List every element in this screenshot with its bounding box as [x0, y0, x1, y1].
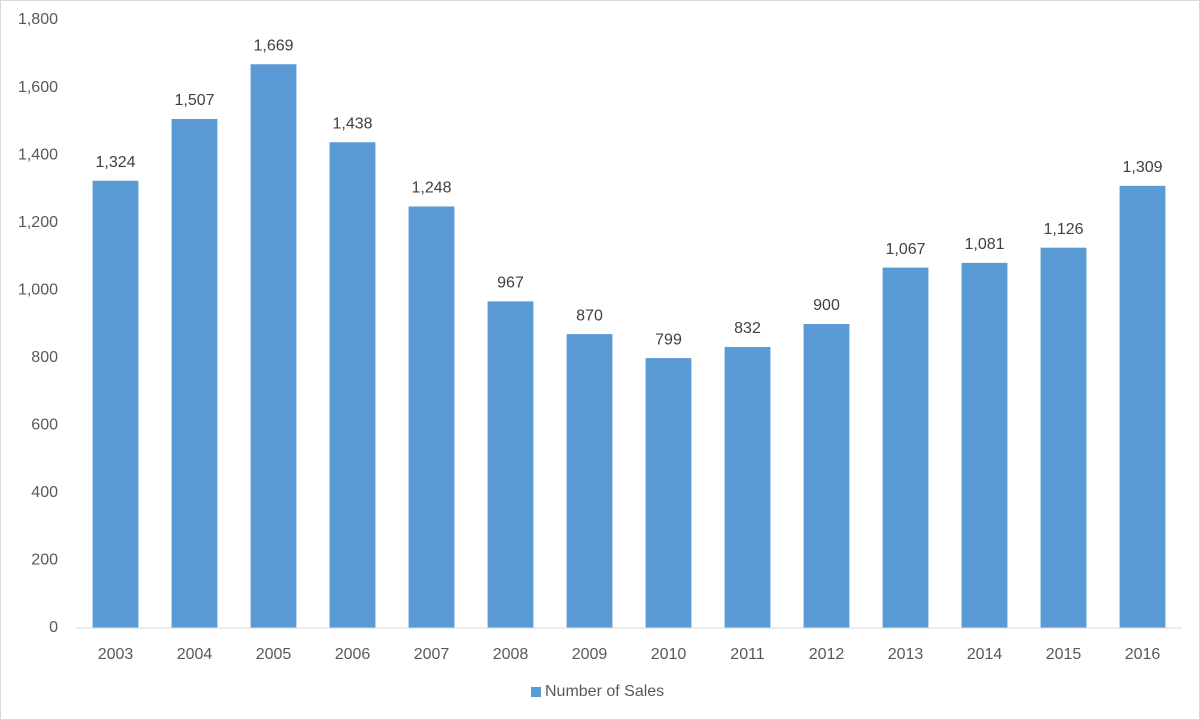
x-tick-label: 2015 — [1046, 646, 1082, 663]
data-label: 1,309 — [1122, 159, 1162, 176]
y-tick-label: 400 — [31, 484, 58, 501]
x-tick-label: 2007 — [414, 646, 450, 663]
bar — [250, 64, 297, 628]
data-label: 1,081 — [964, 236, 1004, 253]
x-tick-label: 2012 — [809, 646, 845, 663]
x-tick-label: 2008 — [493, 646, 529, 663]
bar — [408, 206, 455, 628]
x-tick-label: 2011 — [730, 646, 765, 663]
y-tick-label: 1,400 — [18, 146, 58, 163]
data-label: 1,248 — [411, 180, 451, 197]
y-tick-label: 1,800 — [18, 11, 58, 28]
data-label: 832 — [734, 320, 761, 337]
x-tick-label: 2016 — [1125, 646, 1161, 663]
y-tick-label: 1,000 — [18, 281, 58, 298]
bar — [882, 267, 929, 628]
x-tick-label: 2006 — [335, 646, 371, 663]
x-tick-label: 2014 — [967, 646, 1003, 663]
y-tick-label: 0 — [49, 619, 58, 636]
bar — [566, 334, 613, 628]
data-label: 870 — [576, 307, 603, 324]
y-tick-label: 1,200 — [18, 214, 58, 231]
bar — [724, 346, 771, 628]
y-tick-label: 1,600 — [18, 79, 58, 96]
bar — [1040, 247, 1087, 628]
data-label: 1,324 — [95, 154, 135, 171]
bar — [92, 180, 139, 628]
bar — [171, 118, 218, 629]
x-tick-label: 2009 — [572, 646, 608, 663]
legend-label: Number of Sales — [545, 683, 664, 700]
bar — [487, 301, 534, 628]
data-label: 1,438 — [332, 115, 372, 132]
x-tick-label: 2005 — [256, 646, 292, 663]
legend-swatch — [531, 687, 541, 697]
x-tick-label: 2003 — [98, 646, 134, 663]
x-tick-label: 2010 — [651, 646, 687, 663]
data-label: 967 — [497, 275, 524, 292]
bar — [803, 324, 850, 628]
y-tick-label: 200 — [31, 552, 58, 569]
bar — [961, 262, 1008, 628]
bar — [645, 358, 692, 628]
y-tick-label: 600 — [31, 417, 58, 434]
x-tick-label: 2004 — [177, 646, 213, 663]
data-label: 900 — [813, 297, 840, 314]
data-label: 1,507 — [174, 92, 214, 109]
bar — [329, 142, 376, 628]
bar — [1119, 185, 1166, 629]
x-tick-label: 2013 — [888, 646, 924, 663]
data-label: 1,126 — [1043, 221, 1083, 238]
data-label: 1,067 — [885, 241, 925, 258]
data-label: 799 — [655, 331, 682, 348]
y-tick-label: 800 — [31, 349, 58, 366]
data-label: 1,669 — [253, 37, 293, 54]
